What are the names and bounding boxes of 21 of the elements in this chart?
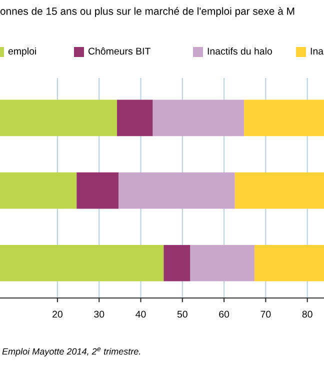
x-tick-label: 50 xyxy=(177,310,188,318)
bar xyxy=(118,172,235,209)
x-tick-label: 70 xyxy=(260,310,271,318)
legend-label: Chômeurs BIT xyxy=(88,47,150,55)
x-tick-label: 60 xyxy=(219,310,230,318)
chart-title: onnes de 15 ans ou plus sur le marché de l'emploi par sexe à M xyxy=(0,7,294,17)
bar xyxy=(234,172,324,209)
x-tick-label: 20 xyxy=(52,310,62,318)
bar xyxy=(244,100,324,136)
text: Emploi Mayotte 2014, 2$^{e}$ trimestre. xyxy=(2,348,140,356)
bar xyxy=(117,100,153,136)
bar xyxy=(190,244,254,282)
bar xyxy=(152,100,244,136)
bar xyxy=(254,244,324,282)
bar xyxy=(164,244,190,282)
x-tick-label: 80 xyxy=(302,310,312,318)
legend-label: emploi xyxy=(8,47,36,57)
x-tick-label: 40 xyxy=(136,310,146,318)
x-tick-label: 30 xyxy=(94,310,104,318)
legend-label: Inactifs du halo xyxy=(208,47,272,55)
legend-label: Ina xyxy=(310,48,324,55)
